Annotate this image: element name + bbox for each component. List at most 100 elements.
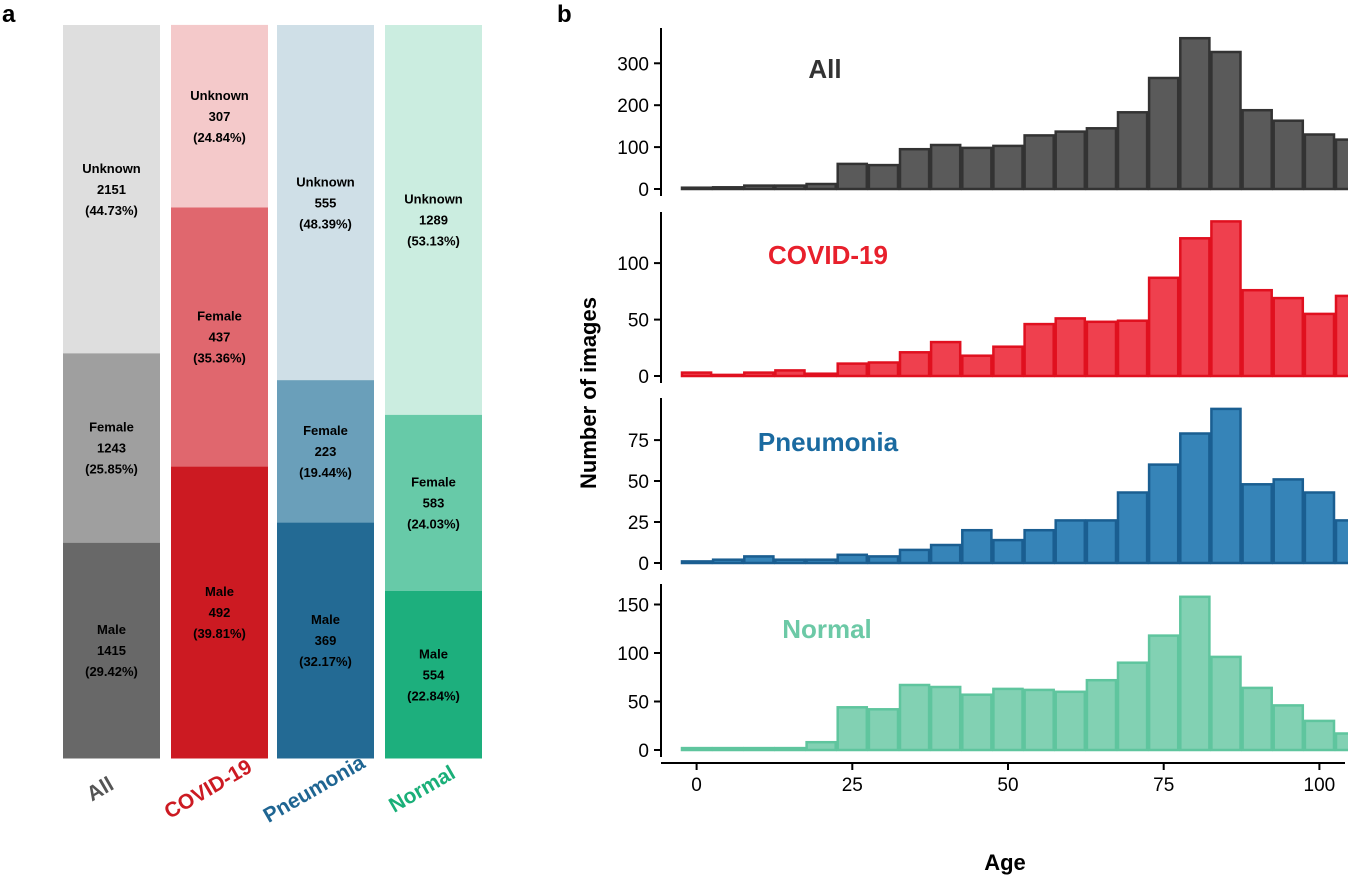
- histogram-bar: [929, 143, 962, 191]
- segment-label-text: Unknown: [190, 88, 249, 103]
- histogram-bar: [1023, 528, 1055, 565]
- x-tick-label: 50: [997, 775, 1018, 796]
- category-label-all: All: [83, 773, 118, 806]
- histogram-bar: [1147, 76, 1180, 191]
- histogram-bar: [1272, 119, 1305, 191]
- histogram-bar: [1116, 661, 1149, 752]
- histogram-bar: [1303, 133, 1336, 191]
- histogram-bar: [867, 361, 900, 378]
- segment-pct-text: (19.44%): [299, 465, 352, 480]
- histogram-bar: [1272, 296, 1305, 378]
- y-tick-label: 150: [617, 596, 649, 617]
- bar-segment-covid-19-unknown: [171, 24, 268, 208]
- histogram-bar: [1241, 108, 1273, 191]
- histogram-bar: [1147, 276, 1180, 378]
- segment-count-text: 369: [315, 633, 337, 648]
- segment-label-text: Male: [205, 584, 234, 599]
- x-tick-label: 0: [691, 775, 702, 796]
- histogram-bar: [1116, 111, 1149, 191]
- bar-segment-all-unknown: [63, 25, 160, 354]
- histogram-bar: [1210, 655, 1242, 752]
- category-label-pneumonia: Pneumonia: [259, 751, 369, 828]
- histogram-bar: [711, 746, 744, 752]
- histogram-bar: [1054, 690, 1087, 752]
- histogram-bar: [1147, 634, 1180, 752]
- histogram-title-covid-19: COVID-19: [768, 240, 888, 270]
- histogram-bar: [867, 708, 900, 752]
- segment-pct-text: (39.81%): [193, 626, 246, 641]
- segment-count-text: 1289: [419, 213, 448, 228]
- segment-label-text: Male: [311, 612, 340, 627]
- segment-pct-text: (53.13%): [407, 234, 460, 249]
- histogram-bar: [836, 162, 869, 191]
- histogram-title-normal: Normal: [782, 614, 872, 644]
- segment-pct-text: (22.84%): [407, 688, 460, 703]
- y-tick-label: 0: [638, 180, 649, 201]
- y-tick-label: 100: [617, 138, 649, 159]
- histogram-bar: [1210, 407, 1242, 565]
- age-histograms: Number of images Age 0 100 200 300 All 0 50 100…: [576, 28, 1348, 875]
- histogram-bar: [1241, 288, 1273, 378]
- y-tick-label: 100: [617, 644, 649, 665]
- x-tick-label: 75: [1153, 775, 1174, 796]
- segment-label-text: Female: [303, 423, 348, 438]
- bar-segment-normal-female: [385, 414, 482, 591]
- segment-count-text: 307: [209, 109, 231, 124]
- bar-segment-pneumonia-male: [277, 522, 374, 759]
- segment-pct-text: (29.42%): [85, 664, 138, 679]
- histogram-bar: [929, 543, 962, 565]
- histogram-bar: [680, 560, 713, 565]
- histogram-bar: [1147, 463, 1180, 565]
- histogram-bar: [1303, 491, 1336, 565]
- segment-count-text: 223: [315, 444, 337, 459]
- histogram-bar: [680, 371, 713, 378]
- y-tick-label: 75: [628, 431, 649, 452]
- histogram-bar: [1085, 320, 1118, 378]
- bar-segment-normal-unknown: [385, 25, 482, 415]
- segment-count-text: 1415: [97, 643, 126, 658]
- bar-segment-normal-male: [385, 590, 482, 759]
- y-tick-label: 200: [617, 96, 649, 117]
- histogram-bar: [743, 746, 775, 752]
- y-tick-label: 300: [617, 54, 649, 75]
- y-tick-label: 0: [638, 554, 649, 575]
- histogram-bar: [992, 687, 1024, 752]
- segment-count-text: 555: [315, 195, 337, 210]
- histogram-bar: [1023, 134, 1055, 191]
- y-tick-label: 50: [628, 472, 649, 493]
- histogram-bar: [992, 538, 1024, 565]
- bar-segment-covid-19-male: [171, 466, 268, 759]
- histogram-bar: [898, 351, 931, 378]
- histogram-bar: [743, 371, 775, 378]
- bar-segment-pneumonia-unknown: [277, 25, 374, 381]
- histogram-bar: [805, 372, 837, 378]
- histogram-bar: [1179, 432, 1211, 565]
- histogram-bar: [961, 354, 993, 378]
- y-tick-label: 0: [638, 741, 649, 762]
- histogram-title-all: All: [808, 54, 841, 84]
- histogram-bar: [836, 362, 869, 378]
- histogram-bar: [680, 186, 713, 191]
- y-tick-label: 50: [628, 311, 649, 332]
- bar-segment-pneumonia-female: [277, 379, 374, 523]
- histogram-bar: [992, 144, 1024, 191]
- histogram-bar: [1116, 319, 1149, 378]
- histogram-bar: [1334, 732, 1348, 752]
- histogram-bar: [774, 184, 806, 191]
- y-tick-label: 25: [628, 513, 649, 534]
- histogram-bar: [743, 184, 775, 191]
- histogram-bar: [867, 163, 900, 191]
- segment-pct-text: (44.73%): [85, 203, 138, 218]
- histogram-bar: [1023, 688, 1055, 752]
- histogram-bar: [805, 182, 837, 191]
- histogram-bar: [929, 685, 962, 752]
- segment-count-text: 583: [423, 496, 445, 511]
- histogram-bar: [774, 369, 806, 378]
- histogram-bar: [1210, 50, 1242, 191]
- stacked-bar-chart: Male 1415 (29.42%) Female 1243 (25.85%) Unknow…: [63, 24, 482, 828]
- segment-pct-text: (24.03%): [407, 517, 460, 532]
- bar-segment-all-female: [63, 352, 160, 543]
- y-tick-label: 100: [617, 254, 649, 275]
- category-label-normal: Normal: [385, 761, 459, 817]
